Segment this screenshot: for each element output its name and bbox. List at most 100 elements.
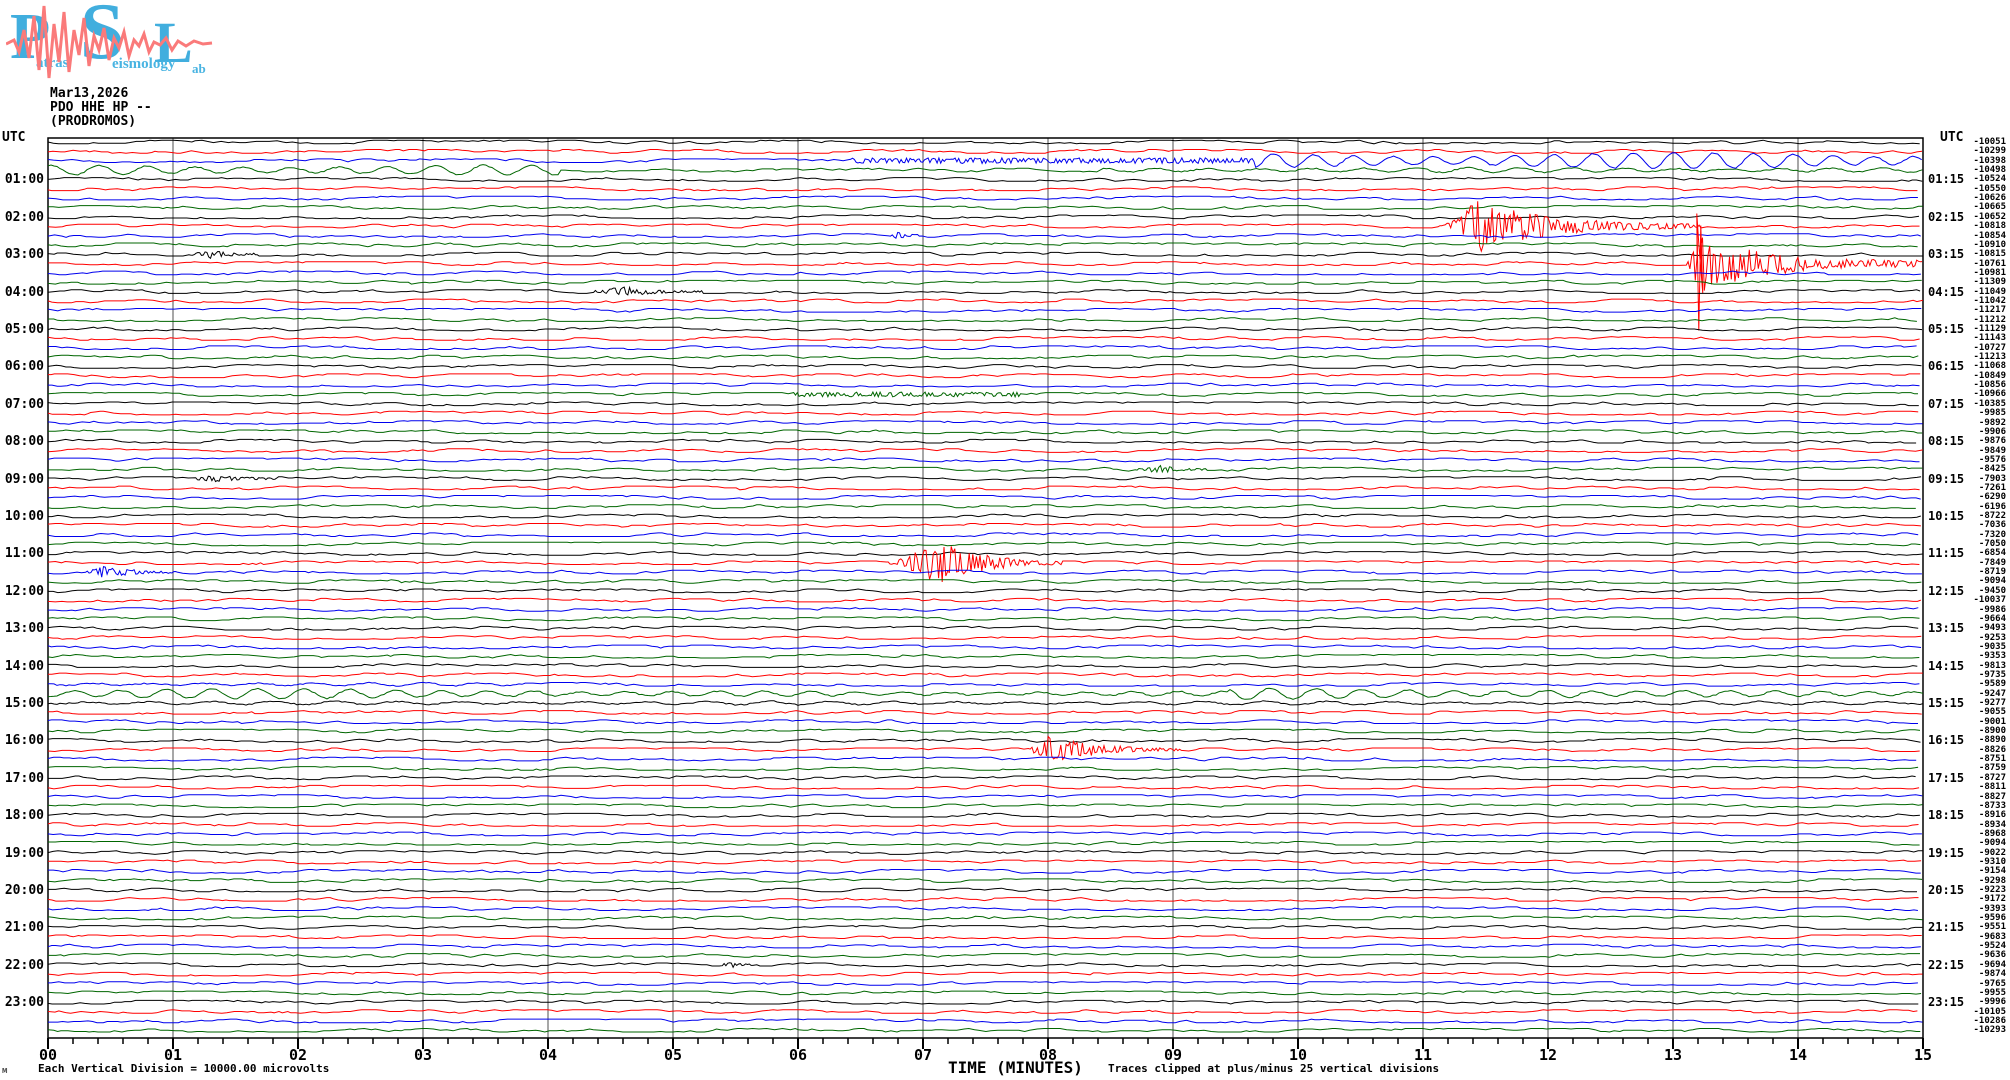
trace-offset-value: -9876 xyxy=(1978,436,2006,447)
x-tick-label: 09 xyxy=(1163,1046,1183,1064)
seismogram-trace xyxy=(47,822,1919,827)
seismogram-trace xyxy=(47,735,1920,761)
seismogram-trace xyxy=(47,784,1920,790)
seismogram-trace xyxy=(47,934,1922,940)
trace-offset-value: -8934 xyxy=(1978,819,2006,830)
trace-offset-value: -9996 xyxy=(1978,997,2006,1008)
seismogram-trace xyxy=(47,990,1922,996)
left-hour-label: 18:00 xyxy=(4,808,44,824)
trace-offset-value: -9636 xyxy=(1978,950,2006,961)
seismogram-trace xyxy=(47,738,1921,743)
left-hour-label: 16:00 xyxy=(4,733,44,749)
seismogram-trace xyxy=(48,663,1918,668)
trace-offset-value: -8968 xyxy=(1978,828,2006,839)
left-hour-label: 02:00 xyxy=(4,209,44,225)
right-utc-title: UTC xyxy=(1940,130,1964,145)
seismogram-trace xyxy=(47,897,1919,902)
trace-offset-value: -8916 xyxy=(1978,810,2006,821)
trace-offset-value: -9906 xyxy=(1978,426,2006,437)
right-time-label: 11:15 xyxy=(1928,546,1965,561)
right-time-label: 13:15 xyxy=(1928,621,1965,636)
right-time-label: 03:15 xyxy=(1928,247,1965,262)
seismogram-trace xyxy=(48,317,1917,322)
left-hour-label: 11:00 xyxy=(4,546,44,562)
clip-note: Traces clipped at plus/minus 25 vertical… xyxy=(1108,1062,1440,1075)
seismogram-trace xyxy=(48,588,1918,594)
trace-offset-value: -9683 xyxy=(1978,931,2006,942)
seismogram-trace xyxy=(48,868,1921,874)
trace-offset-value: -10727 xyxy=(1973,342,2006,353)
trace-offset-value: -8890 xyxy=(1978,735,2006,746)
seismogram-trace xyxy=(47,653,1920,659)
seismogram-trace xyxy=(47,728,1921,734)
left-hour-label: 19:00 xyxy=(4,845,44,861)
trace-offset-value: -9524 xyxy=(1978,941,2006,952)
trace-offset-value: -11143 xyxy=(1973,333,2006,344)
corner-mark: м xyxy=(2,1066,8,1076)
seismogram-trace xyxy=(47,152,1922,169)
x-tick-label: 06 xyxy=(788,1046,808,1064)
right-time-label: 21:15 xyxy=(1928,920,1965,935)
left-hour-label: 03:00 xyxy=(4,247,44,263)
psl-logo: P S L atras eismology ab xyxy=(6,0,216,84)
trace-offset-value: -9393 xyxy=(1978,903,2006,914)
seismogram-trace xyxy=(47,906,1918,912)
trace-offset-value: -7036 xyxy=(1978,520,2006,531)
seismogram-trace xyxy=(47,850,1923,855)
seismogram-trace xyxy=(47,457,1920,463)
seismogram-trace xyxy=(47,794,1923,799)
seismogram-trace xyxy=(47,195,1918,201)
seismogram-trace xyxy=(47,878,1923,883)
trace-offset-value: -10652 xyxy=(1973,211,2006,222)
seismogram-trace xyxy=(47,448,1923,453)
seismogram-trace xyxy=(48,373,1921,379)
left-hour-label: 05:00 xyxy=(4,322,44,337)
trace-offset-value: -10293 xyxy=(1973,1025,2006,1036)
left-hour-label: 23:00 xyxy=(4,995,44,1011)
seismogram-trace xyxy=(47,925,1923,930)
seismogram-trace xyxy=(48,887,1917,893)
trace-offset-value: -9892 xyxy=(1978,417,2006,428)
seismogram-trace xyxy=(47,250,1923,260)
trace-offset-value: -9694 xyxy=(1978,959,2006,970)
seismogram-trace xyxy=(48,953,1920,958)
seismogram-trace xyxy=(48,672,1923,678)
trace-offset-value: -10105 xyxy=(1973,1006,2006,1017)
seismogram-trace xyxy=(47,1027,1921,1033)
trace-offset-value: -9576 xyxy=(1978,454,2006,465)
trace-offset-value: -9247 xyxy=(1978,688,2006,699)
trace-offset-value: -9874 xyxy=(1978,969,2006,980)
trace-offset-value: -9035 xyxy=(1978,641,2006,652)
left-hour-label: 10:00 xyxy=(4,509,44,524)
seismogram-trace xyxy=(47,999,1919,1005)
seismogram-trace xyxy=(47,756,1917,762)
trace-offset-value: -8719 xyxy=(1978,567,2006,578)
seismogram-trace xyxy=(47,644,1922,650)
trace-offset-value: -9493 xyxy=(1978,623,2006,634)
trace-offset-value: -10966 xyxy=(1973,389,2006,400)
trace-offset-value: -9277 xyxy=(1978,698,2006,708)
seismogram-trace xyxy=(47,270,1921,276)
trace-offset-value: -9154 xyxy=(1978,866,2006,877)
right-time-label: 06:15 xyxy=(1928,359,1965,374)
trace-offset-value: -9765 xyxy=(1978,978,2006,989)
seismogram-trace xyxy=(48,205,1923,210)
trace-offset-value: -9849 xyxy=(1978,445,2006,456)
x-tick-label: 10 xyxy=(1288,1046,1308,1064)
trace-offset-value: -9253 xyxy=(1978,632,2006,643)
trace-offset-value: -10051 xyxy=(1973,137,2006,147)
trace-offset-value: -9310 xyxy=(1978,856,2006,867)
seismogram-trace xyxy=(48,475,1922,483)
seismogram-trace xyxy=(47,485,1920,491)
seismogram-trace xyxy=(47,364,1922,369)
trace-offset-value: -10398 xyxy=(1973,155,2006,166)
seismogram-trace xyxy=(47,148,1923,154)
seismogram-trace xyxy=(47,700,1924,706)
seismogram-trace xyxy=(48,859,1922,865)
seismogram-trace xyxy=(47,625,1919,631)
right-time-label: 17:15 xyxy=(1928,770,1965,785)
seismogram-trace xyxy=(47,831,1922,837)
trace-offset-value: -6290 xyxy=(1978,492,2006,503)
